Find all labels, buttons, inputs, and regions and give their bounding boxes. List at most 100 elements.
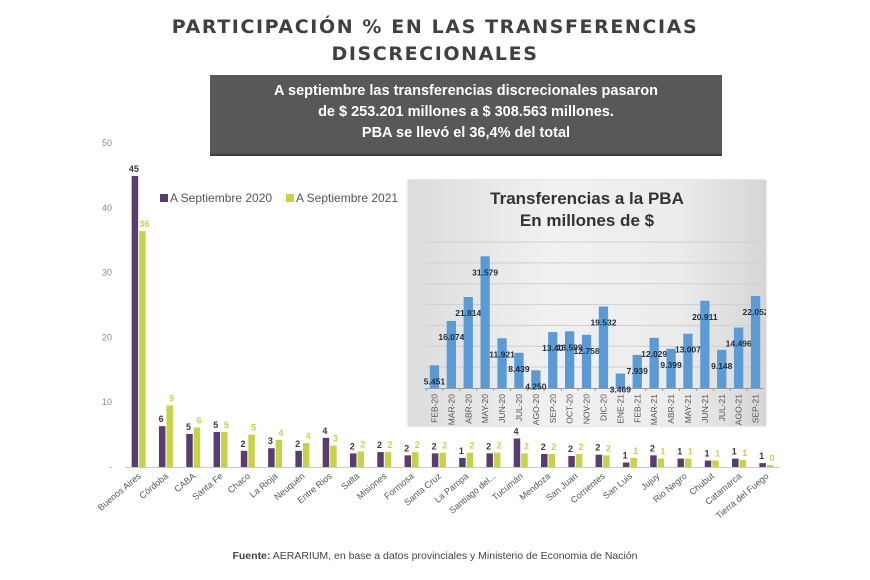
bar-2020: [131, 176, 139, 467]
source-label: Fuente:: [232, 550, 271, 562]
bar-2020: [186, 433, 193, 467]
inset-title-line-2: En millones de $: [519, 211, 655, 230]
bar-2021: [684, 458, 692, 467]
bar-2021: [603, 455, 610, 467]
data-label-2020: 2: [595, 443, 600, 453]
inset-bar: [497, 338, 507, 388]
inset-data-label: 14.496: [726, 339, 752, 349]
data-label-2021: 0: [770, 453, 775, 463]
bar-2021: [439, 452, 446, 467]
data-label-2021: 2: [524, 441, 529, 451]
data-label-2021: 1: [715, 449, 720, 459]
inset-bar: [514, 352, 524, 388]
inset-bar: [429, 365, 440, 388]
inset-data-label: 12.029: [641, 349, 667, 359]
bar-2020: [568, 455, 575, 467]
inset-data-label: 5.451: [424, 376, 446, 386]
data-label-2020: 1: [677, 447, 682, 457]
data-label-2020: 2: [432, 441, 437, 451]
inset-bar: [666, 348, 676, 388]
inset-chart-panel: Transferencias a la PBA En millones de $…: [408, 180, 766, 426]
bar-2020: [431, 453, 439, 467]
x-tick-label: Jujuy: [639, 471, 662, 492]
data-label-2020: 1: [705, 449, 710, 459]
inset-bar: [598, 306, 609, 388]
inset-x-tick-label: MAY-21: [683, 394, 693, 424]
inset-data-label: 16.074: [438, 332, 464, 342]
data-label-2020: 1: [459, 446, 464, 456]
bar-2020: [759, 463, 766, 467]
bar-2021: [139, 231, 146, 467]
legend-swatch-2021: [286, 194, 294, 202]
bar-2021: [412, 452, 419, 467]
data-label-2020: 2: [404, 443, 409, 453]
inset-data-label: 22.052: [743, 307, 766, 317]
inset-x-tick-label: MAR-21: [649, 394, 659, 425]
bar-2021: [166, 405, 173, 467]
bar-2020: [322, 437, 330, 467]
data-label-2020: 1: [623, 450, 628, 460]
bar-2021: [630, 457, 637, 467]
inset-x-tick-label: JUN-20: [497, 394, 507, 423]
inset-data-label: 3.469: [610, 385, 632, 395]
inset-x-tick-label: JUL-21: [717, 394, 727, 422]
y-tick-label: 40: [102, 203, 112, 213]
inset-data-label: 7.939: [627, 366, 649, 376]
inset-bar: [615, 373, 625, 388]
bar-2020: [486, 453, 493, 467]
data-label-2021: 9: [169, 393, 174, 403]
bar-2020: [459, 457, 466, 467]
title-line-1: PARTICIPACIÓN % EN LAS TRANSFERENCIAS: [171, 16, 699, 38]
y-tick-label: 50: [102, 138, 112, 148]
inset-bar: [463, 297, 473, 388]
x-tick-label: Córdoba: [137, 471, 170, 501]
inset-x-tick-label: OCT-20: [565, 394, 575, 424]
inset-x-tick-label: MAR-20: [446, 394, 456, 425]
x-tick-label: Santa Fe: [190, 471, 224, 502]
summary-line-1: A septiembre las transferencias discreci…: [274, 83, 658, 99]
inset-bar: [750, 296, 761, 388]
bar-2021: [221, 432, 228, 467]
data-label-2021: 4: [306, 431, 311, 441]
bar-2021: [657, 458, 665, 467]
inset-bar-chart: 5.451 FEB-20 16.074 MAR-20 21.814 ABR-20 31.57…: [424, 241, 766, 425]
inset-x-tick-label: MAY-20: [480, 394, 490, 424]
inset-x-tick-label: ABR-21: [666, 394, 676, 424]
y-tick-label: 30: [102, 268, 112, 278]
inset-x-tick-label: FEB-20: [429, 394, 439, 423]
bar-2021: [466, 452, 474, 467]
bar-2020: [240, 450, 248, 467]
bar-2021: [575, 454, 583, 467]
legend-swatch-2020: [160, 194, 168, 202]
data-label-2021: 4: [278, 428, 283, 438]
data-label-2020: 2: [295, 439, 300, 449]
inset-x-tick-label: FEB-21: [632, 394, 642, 423]
bar-2020: [595, 454, 603, 467]
inset-data-label: 12.758: [574, 346, 600, 356]
legend-label-2021: A Septiembre 2021: [296, 191, 398, 205]
inset-bar: [548, 332, 558, 388]
bar-2021: [521, 453, 528, 467]
y-tick-label: 20: [102, 332, 112, 342]
data-label-2021: 3: [333, 434, 338, 444]
source-note: Fuente: AERARIUM, en base a datos provin…: [0, 550, 870, 562]
data-label-2020: 2: [568, 444, 573, 454]
inset-x-tick-label: AGO-21: [734, 394, 744, 425]
bar-2020: [732, 458, 739, 467]
inset-data-label: 9.399: [660, 360, 682, 370]
inset-x-tick-label: JUN-21: [700, 394, 710, 423]
inset-title-line-1: Transferencias a la PBA: [490, 189, 684, 208]
inset-x-tick-label: ABR-20: [463, 394, 473, 424]
bar-2020: [622, 462, 630, 467]
data-label-2021: 2: [606, 443, 611, 453]
inset-bar: [565, 331, 575, 388]
data-label-2020: 4: [322, 426, 327, 436]
data-label-2021: 36: [139, 219, 149, 229]
inset-data-label: 19.532: [590, 318, 616, 328]
data-label-2020: 2: [486, 441, 491, 451]
bar-2020: [704, 460, 712, 467]
data-label-2020: 3: [268, 436, 273, 446]
x-tick-label: Buenos Aires: [96, 471, 143, 513]
bar-2021: [548, 454, 556, 467]
inset-data-label: 20.911: [692, 312, 718, 322]
